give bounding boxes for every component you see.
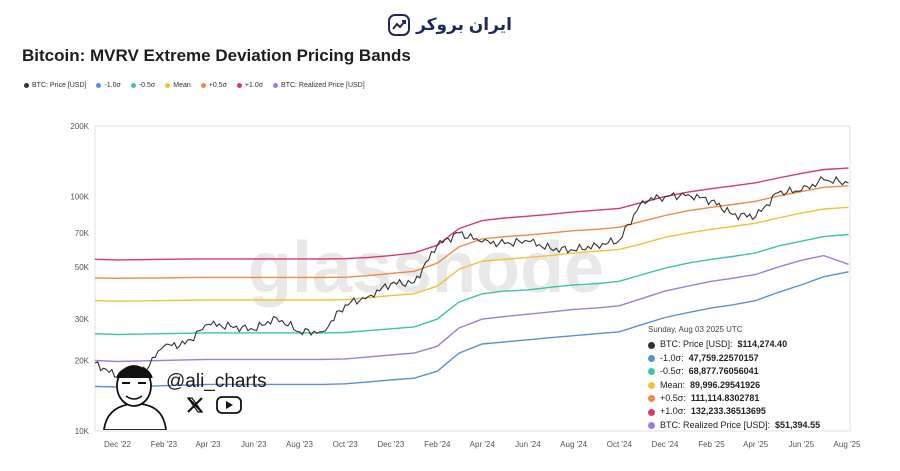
tooltip-label: -1.0σ: [660,352,684,363]
tooltip-value: 132,233.36513695 [690,406,766,417]
x-tick-label: Aug '24 [560,440,587,449]
series-line-band-3 [94,206,849,302]
social-links [186,396,242,414]
y-tick-label: 70K [75,229,90,238]
legend-item[interactable]: -0.5σ [130,82,156,89]
tooltip-row: BTC: Realized Price [USD]: $51,394.55 [648,419,858,432]
legend-item[interactable]: BTC: Realized Price [USD] [273,82,365,89]
tooltip-label: BTC: Realized Price [USD]: [660,419,771,430]
tooltip-label: BTC: Price [USD]: [660,339,733,350]
tooltip-swatch [648,368,655,376]
x-tick-label: Oct '24 [607,440,633,449]
tooltip-value: 47,759.22570157 [688,352,759,363]
legend-swatch [200,83,206,88]
plot-area [94,125,851,432]
y-axis: 10K 20K 30K 50K 70K 100K 200K [70,122,89,436]
y-tick-label: 50K [75,263,90,272]
legend-swatch [236,83,242,88]
tooltip-swatch [648,381,655,389]
x-tick-label: Feb '23 [151,440,178,449]
legend-label: -0.5σ [138,82,156,89]
tooltip-swatch [648,408,655,416]
tooltip-label: -0.5σ: [660,366,684,377]
legend-swatch [96,83,102,88]
legend-swatch [273,83,279,88]
tooltip-row: BTC: Price [USD]: $114,274.40 [648,338,858,351]
hover-tooltip: Sunday, Aug 03 2025 UTC BTC: Price [USD]… [648,323,858,432]
legend-item[interactable]: +1.0σ [236,82,264,89]
y-tick-label: 200K [70,122,89,131]
brand-header: ایران بروکر [0,12,900,38]
chart-arrow-logo-icon [388,14,411,36]
series-line-band-2 [94,233,849,336]
author-handle: @ali_charts [166,371,267,392]
chart-legend: BTC: Price [USD] -1.0σ -0.5σ Mean +0.5σ +1.0σ… [24,82,365,89]
x-axis: Dec '22 Feb '23 Apr '23 Jun '23 Aug '23 Oct '… [104,440,861,449]
x-tick-label: Apr '25 [743,440,769,449]
tooltip-date: Sunday, Aug 03 2025 UTC [648,325,743,334]
y-tick-label: 10K [75,427,90,436]
tooltip-swatch [648,395,655,403]
legend-label: BTC: Price [USD] [32,82,87,89]
tooltip-rows: BTC: Price [USD]: $114,274.40 -1.0σ: 47,7… [648,338,858,432]
tooltip-row: +1.0σ: 132,233.36513695 [648,405,858,418]
x-logo-icon [186,397,204,413]
legend-swatch [130,83,136,88]
series-line-band-5 [94,167,849,261]
tooltip-value: 111,114.8302781 [690,393,760,404]
series-layer [94,167,849,388]
legend-label: +1.0σ [244,82,264,89]
chart-title: Bitcoin: MVRV Extreme Deviation Pricing … [22,46,411,65]
x-tick-label: Jun '25 [789,440,815,449]
x-tick-label: Dec '23 [377,440,404,449]
legend-item[interactable]: -1.0σ [96,82,121,89]
tooltip-value: 89,996.29541926 [690,379,761,390]
tooltip-swatch [648,355,655,363]
y-tick-label: 100K [70,193,89,202]
tooltip-label: Mean: [660,379,686,390]
y-tick-label: 30K [75,315,90,324]
x-tick-label: Feb '25 [698,440,725,449]
tooltip-value: $51,394.55 [775,419,821,430]
tooltip-row: +0.5σ: 111,114.8302781 [648,392,858,405]
watermark: glassnode [248,228,604,308]
series-line-band-1 [94,271,849,388]
tooltip-value: $114,274.40 [737,339,788,350]
x-tick-label: Apr '23 [196,440,222,449]
tooltip-value: 68,877.76056041 [688,366,759,377]
series-line-realized-price [94,254,849,363]
tooltip-label: +1.0σ: [660,406,686,417]
tooltip-row: -1.0σ: 47,759.22570157 [648,352,858,365]
legend-label: -1.0σ [104,82,121,89]
legend-item[interactable]: BTC: Price [USD] [24,82,86,89]
legend-item[interactable]: +0.5σ [200,82,227,89]
tooltip-swatch [648,341,655,349]
legend-label: Mean [173,82,191,89]
series-line-price [94,175,849,381]
series-line-band-4 [94,185,849,280]
x-tick-label: Aug '25 [834,440,861,449]
y-tick-label: 20K [75,356,90,365]
legend-label: BTC: Realized Price [USD] [281,82,365,89]
youtube-icon [216,396,242,414]
x-tick-label: Aug '23 [286,440,313,449]
x-tick-label: Oct '23 [333,440,359,449]
x-tick-label: Apr '24 [470,440,496,449]
tooltip-row: Mean: 89,996.29541926 [648,379,858,392]
x-tick-label: Feb '24 [424,440,451,449]
legend-swatch [165,83,171,88]
tooltip-swatch [648,422,655,430]
avatar [103,365,167,430]
x-tick-label: Dec '22 [104,440,131,449]
x-tick-label: Jun '24 [515,440,541,449]
x-tick-label: Jun '23 [241,440,267,449]
legend-item[interactable]: Mean [165,82,191,89]
legend-label: +0.5σ [208,82,227,89]
legend-swatch [24,83,29,88]
x-tick-label: Dec '24 [652,440,679,449]
tooltip-row: -0.5σ: 68,877.76056041 [648,365,858,378]
tooltip-label: +0.5σ: [660,393,686,404]
brand-name: ایران بروکر [416,15,512,34]
